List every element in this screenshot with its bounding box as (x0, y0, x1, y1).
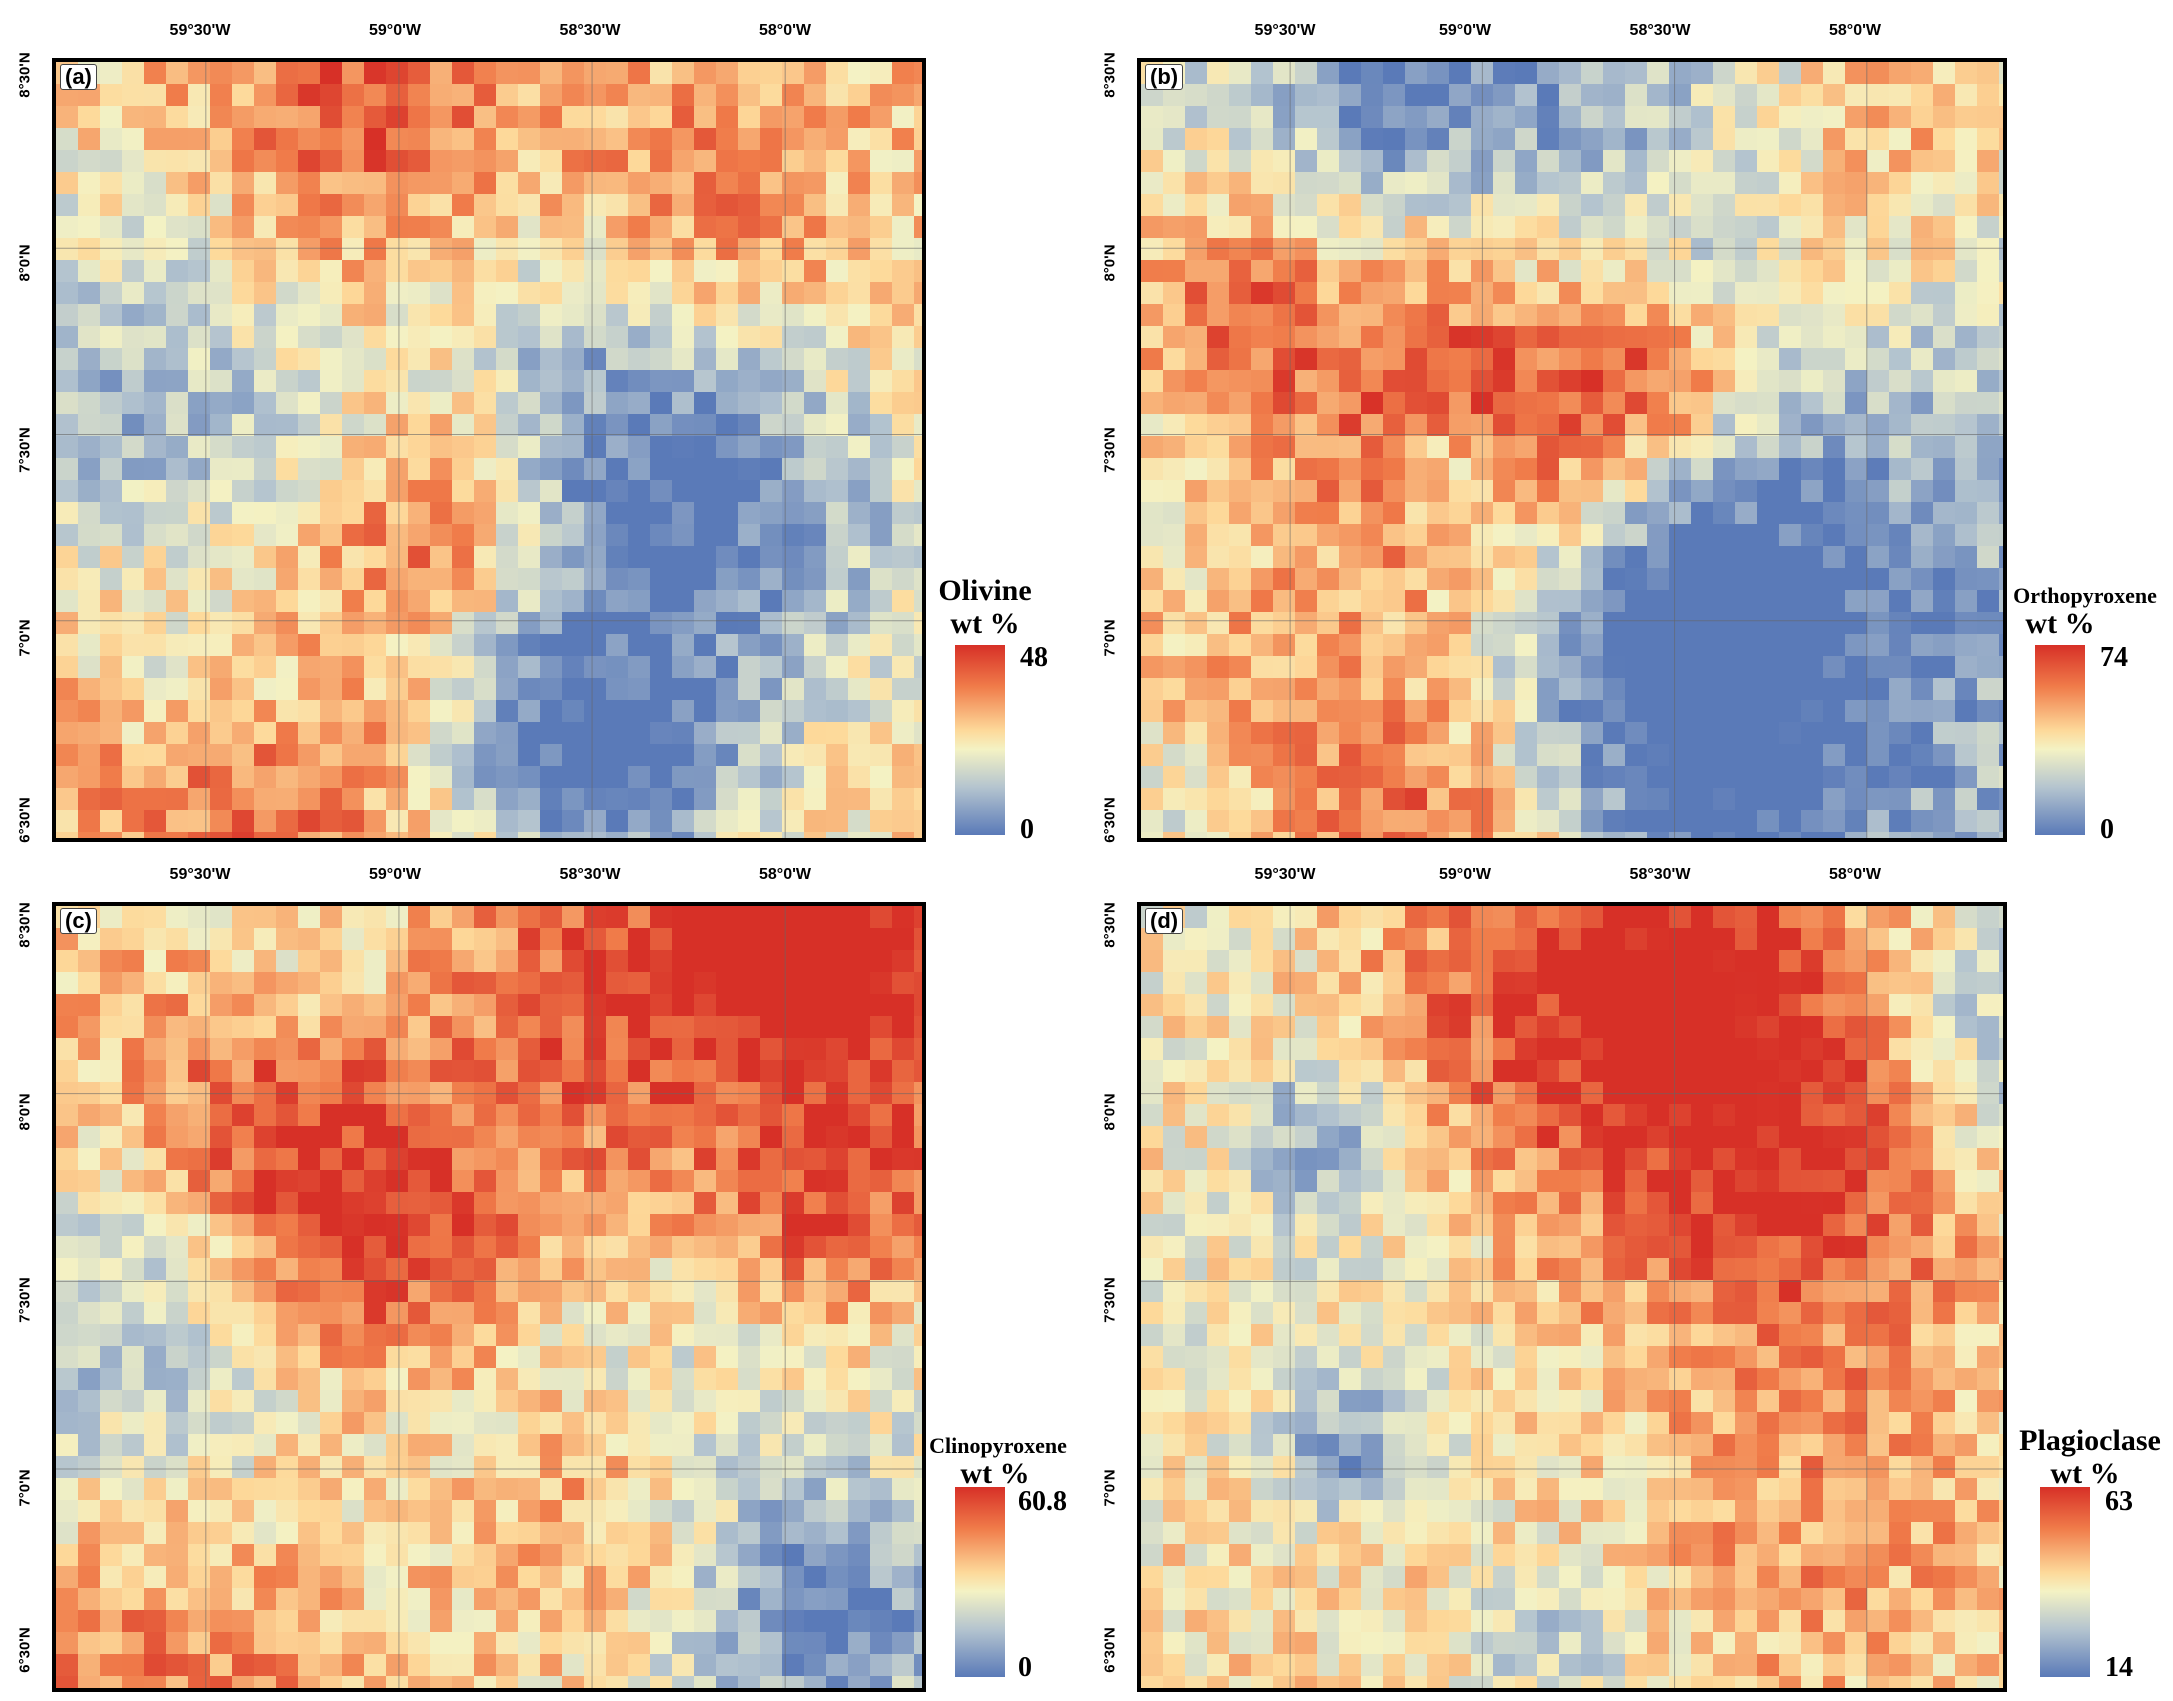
panel-a: 59°30'W 59°0'W 58°30'W 58°0'W 8°30'N 8°0… (0, 0, 1090, 850)
lat-label: 7°30'N (1101, 1277, 1119, 1323)
legend-min: 14 (2105, 1652, 2133, 1683)
panel-c: 59°30'W 59°0'W 58°30'W 58°0'W 8°30'N 8°0… (0, 850, 1090, 1701)
lat-label: 8°30'N (1101, 902, 1119, 948)
legend-title: Plagioclase (2019, 1424, 2161, 1457)
legend-max: 63 (2105, 1486, 2133, 1517)
lon-label: 58°0'W (1829, 866, 1881, 883)
lon-label: 59°0'W (1439, 866, 1491, 883)
lat-label: 8°0'N (1101, 244, 1119, 282)
legend-colorbar (955, 645, 1005, 835)
legend-colorbar (955, 1487, 1005, 1677)
legend-title: Clinopyroxene (929, 1433, 1067, 1458)
lon-label: 58°30'W (559, 22, 621, 39)
lat-label: 7°0'N (16, 619, 34, 657)
legend-title: Orthopyroxene (2013, 583, 2157, 608)
lon-label: 59°30'W (169, 866, 231, 883)
legend-unit: wt % (960, 1457, 1030, 1490)
lat-label: 7°0'N (1101, 619, 1119, 657)
legend-colorbar (2040, 1487, 2090, 1677)
lat-label: 8°0'N (1101, 1093, 1119, 1131)
legend-title: Olivine (938, 574, 1032, 607)
lon-label: 58°30'W (1629, 866, 1691, 883)
lat-label: 6°30'N (1101, 797, 1119, 843)
lon-label: 59°0'W (1439, 22, 1491, 39)
lon-label: 58°0'W (1829, 22, 1881, 39)
panel-label: (d) (1145, 908, 1184, 934)
lon-label: 59°30'W (1254, 22, 1316, 39)
orthopyroxene-map: (b) (1137, 58, 2007, 842)
lon-label: 58°30'W (559, 866, 621, 883)
legend-max: 60.8 (1018, 1486, 1067, 1517)
clinopyroxene-map: (c) (52, 902, 926, 1692)
panel-label: (a) (60, 64, 97, 90)
lat-label: 7°30'N (16, 427, 34, 473)
legend-min: 0 (2100, 814, 2114, 845)
lat-label: 8°30'N (16, 52, 34, 98)
lon-label: 58°0'W (759, 22, 811, 39)
legend-min: 0 (1018, 1652, 1032, 1683)
panel-b: 59°30'W 59°0'W 58°30'W 58°0'W 8°30'N 8°0… (1085, 0, 2173, 850)
lat-label: 6°30'N (16, 1627, 34, 1673)
lat-label: 7°0'N (16, 1469, 34, 1507)
legend-max: 74 (2100, 642, 2128, 673)
panel-d: 59°30'W 59°0'W 58°30'W 58°0'W 8°30'N 8°0… (1085, 850, 2173, 1701)
lat-label: 6°30'N (1101, 1627, 1119, 1673)
lat-label: 7°30'N (1101, 427, 1119, 473)
lat-label: 8°30'N (1101, 52, 1119, 98)
panel-label: (c) (60, 908, 97, 934)
legend-colorbar (2035, 645, 2085, 835)
lon-label: 59°30'W (169, 22, 231, 39)
lat-label: 8°0'N (16, 244, 34, 282)
lon-label: 59°30'W (1254, 866, 1316, 883)
lon-label: 58°30'W (1629, 22, 1691, 39)
legend-max: 48 (1020, 642, 1048, 673)
lat-label: 8°30'N (16, 902, 34, 948)
plagioclase-map: (d) (1137, 902, 2007, 1692)
legend-unit: wt % (2050, 1457, 2120, 1490)
lat-label: 6°30'N (16, 797, 34, 843)
lon-label: 59°0'W (369, 866, 421, 883)
panel-label: (b) (1145, 64, 1184, 90)
lat-label: 7°30'N (16, 1277, 34, 1323)
legend-unit: wt % (2025, 607, 2095, 640)
lon-label: 59°0'W (369, 22, 421, 39)
legend-unit: wt % (950, 607, 1020, 640)
lon-label: 58°0'W (759, 866, 811, 883)
olivine-map: (a) (52, 58, 926, 842)
lat-label: 7°0'N (1101, 1469, 1119, 1507)
lat-label: 8°0'N (16, 1093, 34, 1131)
legend-min: 0 (1020, 814, 1034, 845)
